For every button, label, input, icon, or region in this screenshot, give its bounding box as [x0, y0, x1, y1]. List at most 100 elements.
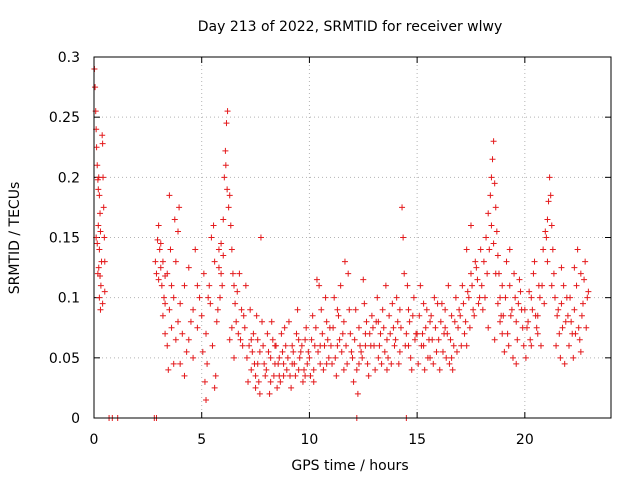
data-point: [504, 330, 511, 337]
data-point: [376, 342, 383, 349]
data-point: [208, 234, 215, 241]
data-point: [497, 294, 504, 301]
data-point: [383, 336, 390, 343]
data-point: [548, 282, 555, 289]
data-point: [348, 348, 355, 355]
data-point: [474, 276, 481, 283]
data-point: [318, 306, 325, 313]
data-point: [181, 282, 188, 289]
data-point: [315, 348, 322, 355]
data-point: [465, 294, 472, 301]
data-point: [101, 234, 108, 241]
data-point: [546, 174, 553, 181]
data-point: [340, 318, 347, 325]
data-point: [100, 204, 107, 211]
data-point: [235, 330, 242, 337]
data-point: [238, 306, 245, 313]
data-point: [410, 294, 417, 301]
data-point: [211, 258, 218, 265]
data-point: [491, 336, 498, 343]
data-point: [284, 354, 291, 361]
x-tick-label: 5: [197, 432, 206, 448]
data-point: [540, 246, 547, 253]
data-point: [317, 342, 324, 349]
data-point: [520, 342, 527, 349]
data-point: [101, 288, 108, 295]
data-point: [175, 228, 182, 235]
data-point: [241, 324, 248, 331]
data-point: [378, 360, 385, 367]
data-point: [371, 342, 378, 349]
data-point: [349, 354, 356, 361]
data-point: [97, 210, 104, 217]
data-point: [252, 372, 259, 379]
data-point: [334, 342, 341, 349]
data-point: [295, 366, 302, 373]
data-point: [392, 336, 399, 343]
data-point: [265, 348, 272, 355]
data-point: [576, 336, 583, 343]
data-point: [317, 360, 324, 367]
data-point: [529, 306, 536, 313]
data-point: [455, 324, 462, 331]
data-point: [561, 360, 568, 367]
data-point: [486, 246, 493, 253]
data-point: [407, 354, 414, 361]
data-point: [201, 378, 208, 385]
data-point: [452, 294, 459, 301]
data-point: [320, 366, 327, 373]
data-point: [214, 306, 221, 313]
data-point: [480, 258, 487, 265]
data-point: [336, 336, 343, 343]
data-point: [228, 324, 235, 331]
data-point: [234, 288, 241, 295]
data-point: [168, 282, 175, 289]
data-point: [515, 300, 522, 307]
data-point: [289, 342, 296, 349]
data-point: [236, 270, 243, 277]
data-point: [200, 270, 207, 277]
data-point: [347, 330, 354, 337]
data-point: [196, 294, 203, 301]
data-point: [397, 324, 404, 331]
data-point: [517, 288, 524, 295]
data-point: [295, 336, 302, 343]
data-point: [531, 258, 538, 265]
data-point: [521, 306, 528, 313]
data-point: [476, 294, 483, 301]
data-point: [310, 378, 317, 385]
data-point: [568, 318, 575, 325]
data-point: [544, 216, 551, 223]
data-point: [92, 84, 99, 91]
data-point: [403, 330, 410, 337]
data-point: [352, 306, 359, 313]
data-point: [250, 330, 257, 337]
data-point: [207, 300, 214, 307]
data-point: [172, 336, 179, 343]
data-point: [472, 258, 479, 265]
data-point: [408, 366, 415, 373]
data-point: [485, 210, 492, 217]
data-point: [309, 312, 316, 319]
data-point: [302, 336, 309, 343]
data-point: [213, 318, 220, 325]
data-point: [430, 360, 437, 367]
data-point: [423, 306, 430, 313]
data-point: [443, 354, 450, 361]
data-point: [414, 330, 421, 337]
data-point: [310, 366, 317, 373]
data-point: [255, 378, 262, 385]
data-point: [453, 348, 460, 355]
data-point: [522, 354, 529, 361]
data-point: [478, 282, 485, 289]
data-point: [218, 240, 225, 247]
data-point: [483, 234, 490, 241]
data-point: [99, 300, 106, 307]
data-point: [152, 258, 159, 265]
data-point: [487, 192, 494, 199]
data-point: [489, 156, 496, 163]
data-point: [168, 324, 175, 331]
data-point: [212, 372, 219, 379]
data-point: [585, 288, 592, 295]
